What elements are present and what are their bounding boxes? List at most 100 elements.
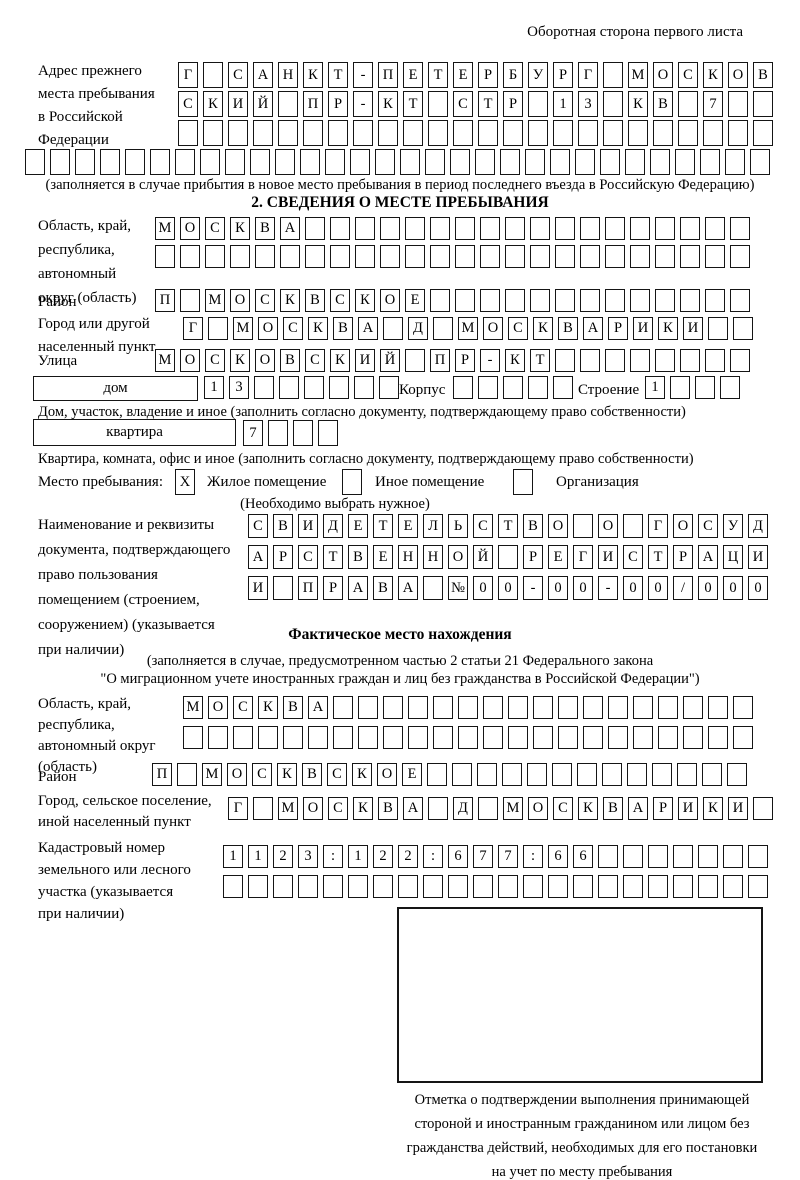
char-cell[interactable]: Т	[323, 545, 343, 569]
char-cell[interactable]	[328, 120, 348, 146]
char-cell[interactable]	[477, 763, 497, 786]
char-cell[interactable]: Р	[523, 545, 543, 569]
char-cell[interactable]	[623, 875, 643, 898]
char-cell[interactable]: Н	[278, 62, 298, 88]
char-cell[interactable]	[608, 696, 628, 719]
char-cell[interactable]	[375, 149, 395, 175]
char-cell[interactable]: И	[748, 545, 768, 569]
char-cell[interactable]: Н	[423, 545, 443, 569]
char-cell[interactable]: О	[230, 289, 250, 312]
char-cell[interactable]: Д	[453, 797, 473, 820]
char-cell[interactable]: С	[330, 289, 350, 312]
char-cell[interactable]	[630, 217, 650, 240]
char-cell[interactable]: В	[378, 797, 398, 820]
char-cell[interactable]: Г	[578, 62, 598, 88]
char-cell[interactable]: 7	[473, 845, 493, 868]
char-cell[interactable]: К	[505, 349, 525, 372]
char-cell[interactable]: В	[753, 62, 773, 88]
char-cell[interactable]	[723, 875, 743, 898]
char-cell[interactable]: В	[653, 91, 673, 117]
char-cell[interactable]: 0	[623, 576, 643, 600]
char-cell[interactable]: В	[255, 217, 275, 240]
char-cell[interactable]	[373, 875, 393, 898]
char-cell[interactable]	[608, 726, 628, 749]
char-cell[interactable]: И	[728, 797, 748, 820]
char-cell[interactable]	[223, 875, 243, 898]
char-cell[interactable]	[658, 726, 678, 749]
char-cell[interactable]	[355, 217, 375, 240]
char-cell[interactable]	[428, 120, 448, 146]
char-cell[interactable]	[733, 726, 753, 749]
char-cell[interactable]	[623, 845, 643, 868]
char-cell[interactable]: С	[327, 763, 347, 786]
char-cell[interactable]: Г	[573, 545, 593, 569]
char-cell[interactable]	[428, 91, 448, 117]
char-cell[interactable]	[730, 349, 750, 372]
char-cell[interactable]	[333, 696, 353, 719]
char-cell[interactable]	[253, 120, 273, 146]
char-cell[interactable]	[528, 376, 548, 399]
char-cell[interactable]	[250, 149, 270, 175]
char-cell[interactable]	[150, 149, 170, 175]
char-cell[interactable]	[730, 217, 750, 240]
char-cell[interactable]	[383, 696, 403, 719]
char-cell[interactable]	[458, 696, 478, 719]
char-cell[interactable]	[200, 149, 220, 175]
char-cell[interactable]: С	[255, 289, 275, 312]
char-cell[interactable]	[478, 120, 498, 146]
char-cell[interactable]: Л	[423, 514, 443, 538]
char-cell[interactable]: :	[323, 845, 343, 868]
char-cell[interactable]	[583, 726, 603, 749]
char-cell[interactable]	[650, 149, 670, 175]
char-cell[interactable]	[598, 875, 618, 898]
char-cell[interactable]: К	[658, 317, 678, 340]
char-cell[interactable]: Р	[653, 797, 673, 820]
char-cell[interactable]	[655, 217, 675, 240]
char-cell[interactable]	[680, 289, 700, 312]
char-cell[interactable]	[580, 217, 600, 240]
char-cell[interactable]	[728, 91, 748, 117]
char-cell[interactable]	[748, 875, 768, 898]
char-cell[interactable]: С	[178, 91, 198, 117]
char-cell[interactable]	[228, 120, 248, 146]
char-cell[interactable]: О	[528, 797, 548, 820]
char-cell[interactable]	[753, 91, 773, 117]
char-cell[interactable]	[225, 149, 245, 175]
char-cell[interactable]	[728, 120, 748, 146]
char-cell[interactable]	[233, 726, 253, 749]
char-cell[interactable]	[430, 217, 450, 240]
char-cell[interactable]: X	[175, 469, 195, 495]
char-cell[interactable]	[380, 245, 400, 268]
char-cell[interactable]: Г	[648, 514, 668, 538]
char-cell[interactable]	[125, 149, 145, 175]
char-cell[interactable]	[475, 149, 495, 175]
char-cell[interactable]: Е	[453, 62, 473, 88]
char-cell[interactable]	[553, 120, 573, 146]
char-cell[interactable]	[354, 376, 374, 399]
char-cell[interactable]: М	[458, 317, 478, 340]
char-cell[interactable]: И	[678, 797, 698, 820]
char-cell[interactable]	[555, 217, 575, 240]
char-cell[interactable]	[558, 696, 578, 719]
char-cell[interactable]: О	[258, 317, 278, 340]
char-cell[interactable]: К	[703, 62, 723, 88]
char-cell[interactable]: А	[403, 797, 423, 820]
char-cell[interactable]	[208, 726, 228, 749]
char-cell[interactable]: Т	[648, 545, 668, 569]
char-cell[interactable]: Р	[478, 62, 498, 88]
char-cell[interactable]: С	[453, 91, 473, 117]
char-cell[interactable]: 0	[648, 576, 668, 600]
char-cell[interactable]	[533, 726, 553, 749]
char-cell[interactable]: В	[333, 317, 353, 340]
char-cell[interactable]: С	[305, 349, 325, 372]
char-cell[interactable]: 2	[273, 845, 293, 868]
char-cell[interactable]	[400, 149, 420, 175]
char-cell[interactable]	[680, 245, 700, 268]
char-cell[interactable]	[253, 797, 273, 820]
char-cell[interactable]	[603, 91, 623, 117]
char-cell[interactable]: К	[352, 763, 372, 786]
char-cell[interactable]	[203, 62, 223, 88]
char-cell[interactable]: Т	[328, 62, 348, 88]
char-cell[interactable]: С	[228, 62, 248, 88]
char-cell[interactable]: Т	[530, 349, 550, 372]
